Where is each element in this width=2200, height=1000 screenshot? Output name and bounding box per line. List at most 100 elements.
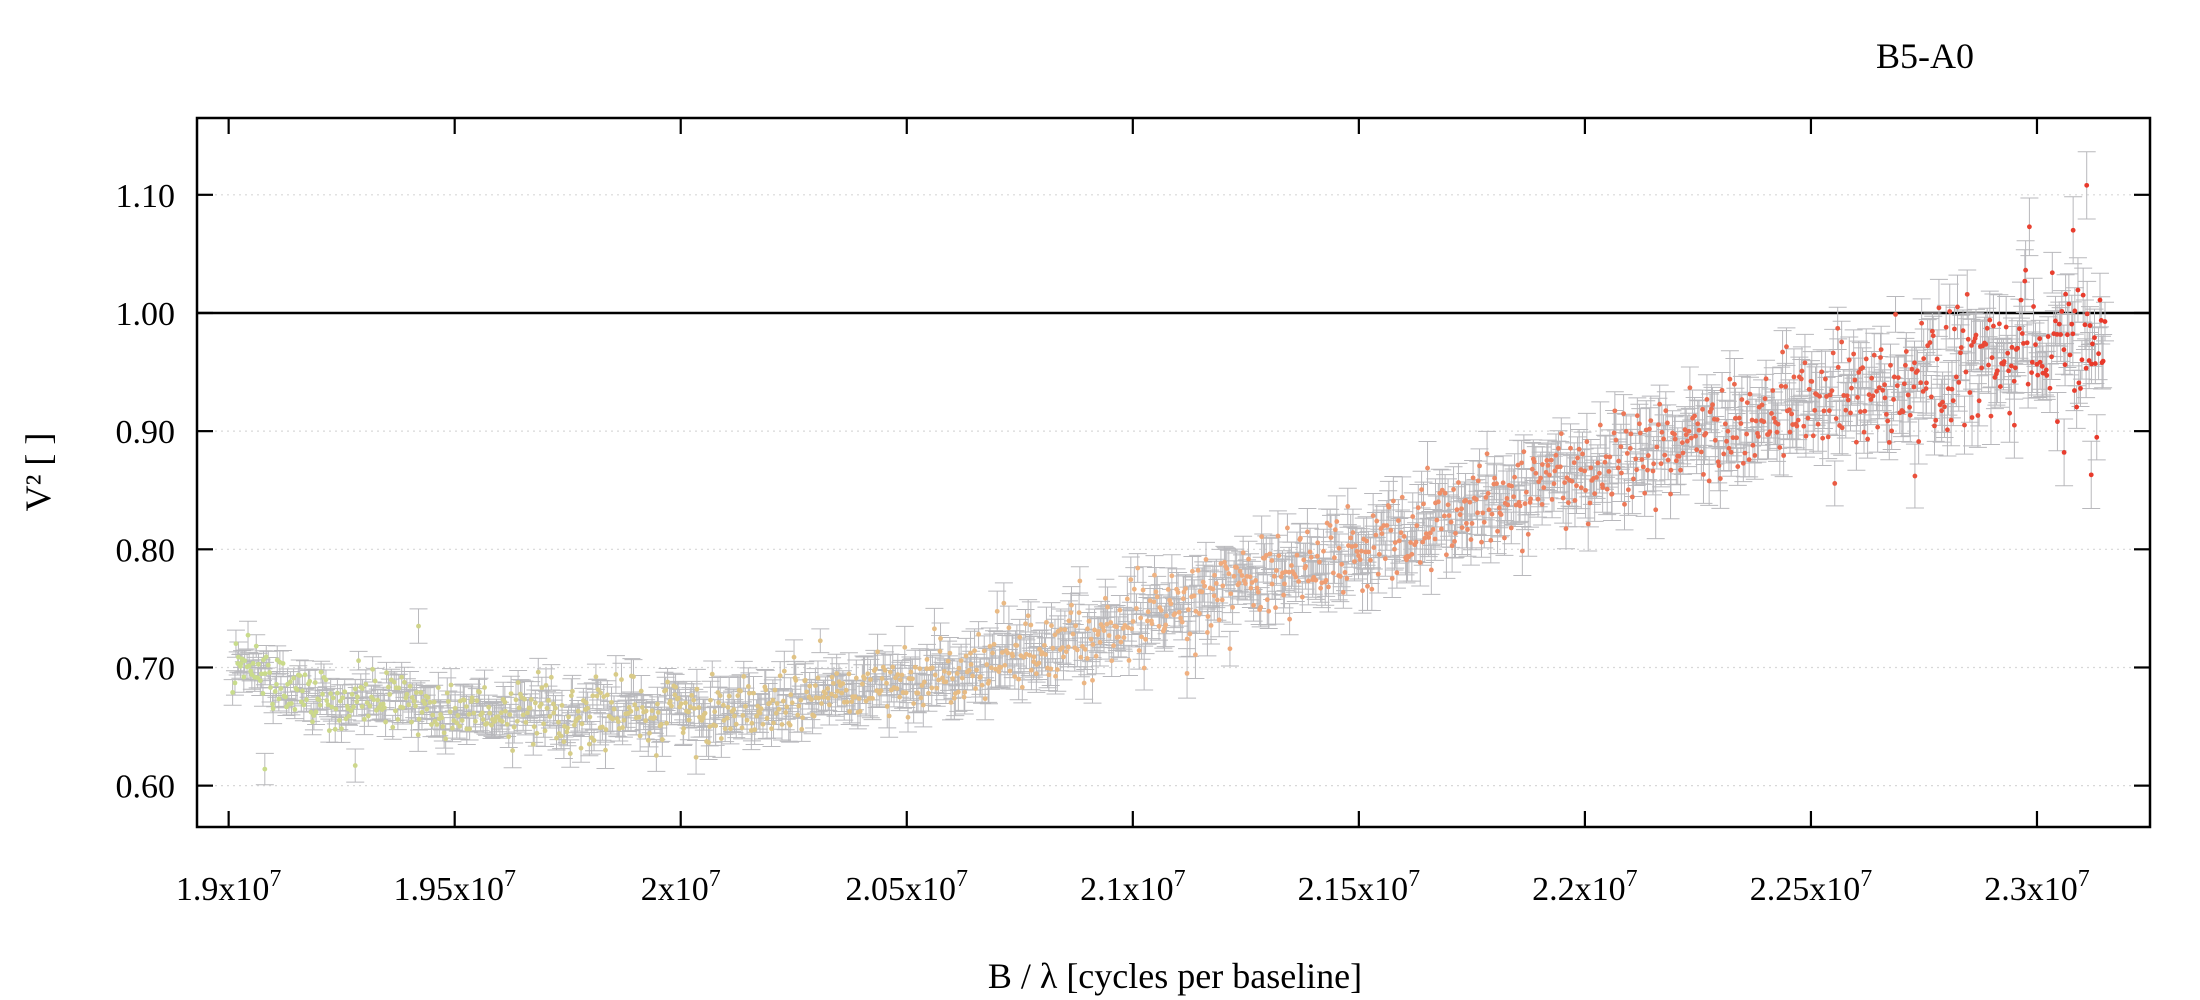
data-point (554, 735, 559, 741)
data-point (1833, 416, 1839, 421)
data-point (1902, 362, 1908, 368)
data-point (899, 672, 905, 678)
data-point (1473, 497, 1479, 502)
data-point (1621, 411, 1627, 417)
data-point (422, 701, 428, 706)
data-point (2029, 370, 2035, 375)
data-point (1824, 394, 1829, 399)
data-point (658, 721, 664, 727)
data-point (1880, 387, 1886, 393)
data-point (1353, 543, 1359, 549)
data-point (1168, 601, 1174, 607)
data-point (1991, 323, 1996, 329)
data-point (1138, 615, 1144, 621)
data-point (424, 706, 430, 712)
data-point (843, 687, 849, 693)
data-point (1336, 545, 1342, 551)
data-point (330, 695, 336, 701)
data-point (1911, 384, 1917, 390)
data-point (1278, 574, 1284, 580)
data-point (1438, 526, 1444, 532)
data-point (934, 685, 940, 691)
data-point (1230, 604, 1235, 610)
data-point (2024, 340, 2030, 346)
data-point (482, 685, 487, 690)
data-point (1106, 633, 1112, 638)
data-point (638, 688, 644, 694)
data-point (443, 736, 449, 742)
data-point (1425, 465, 1430, 471)
data-point (1511, 494, 1517, 500)
data-point (1878, 355, 1883, 360)
data-point (1118, 639, 1124, 645)
data-point (816, 695, 822, 701)
data-point (1459, 525, 1465, 530)
data-point (551, 701, 556, 707)
data-point (1457, 512, 1463, 518)
data-point (1903, 349, 1909, 354)
data-point (1739, 397, 1745, 402)
data-point (1313, 577, 1319, 583)
data-point (979, 682, 985, 688)
data-point (1712, 437, 1718, 443)
data-point (1645, 453, 1651, 458)
data-point (720, 702, 726, 708)
data-point (1255, 589, 1261, 595)
data-point (1007, 668, 1013, 674)
data-point (1396, 538, 1402, 544)
data-point (467, 726, 473, 732)
data-point (575, 708, 581, 714)
data-point (2047, 385, 2053, 391)
data-point (332, 726, 338, 732)
data-point (1452, 539, 1457, 544)
data-point (1195, 567, 1201, 573)
data-point (1523, 489, 1529, 495)
data-point (1607, 454, 1613, 460)
data-point (793, 677, 799, 683)
data-point (1334, 519, 1340, 524)
data-point (1211, 593, 1217, 599)
data-point (236, 654, 241, 660)
data-point (1784, 344, 1789, 350)
data-point (325, 702, 331, 708)
data-point (1358, 548, 1364, 554)
data-point (1084, 655, 1090, 661)
data-point (691, 697, 697, 703)
data-point (1025, 613, 1031, 619)
data-point (1645, 467, 1650, 473)
data-point (609, 699, 614, 705)
data-point (1050, 645, 1056, 651)
data-point (1392, 540, 1398, 545)
data-point (1727, 376, 1733, 382)
data-point (919, 683, 925, 688)
data-point (873, 666, 878, 672)
data-point (686, 709, 691, 715)
data-point (1775, 421, 1781, 427)
data-point (1005, 650, 1011, 656)
data-point (709, 671, 715, 677)
data-point (335, 690, 340, 696)
data-point (929, 685, 935, 691)
data-point (1104, 621, 1110, 627)
data-point (384, 670, 389, 676)
data-point (1081, 680, 1087, 686)
data-point (1459, 506, 1464, 512)
data-point (1597, 422, 1603, 428)
data-point (733, 721, 739, 727)
data-point (1354, 549, 1360, 554)
data-point (1732, 381, 1737, 387)
data-point (659, 737, 665, 742)
data-point (1798, 376, 1804, 382)
data-point (1162, 626, 1167, 632)
data-point (262, 671, 268, 676)
data-point (324, 698, 330, 703)
data-point (1595, 460, 1601, 466)
data-point (1370, 513, 1376, 519)
data-point (1193, 608, 1199, 614)
data-point (2059, 308, 2065, 314)
data-point (611, 706, 617, 712)
data-point (936, 677, 941, 683)
data-point (751, 690, 756, 696)
data-point (2009, 344, 2015, 350)
data-point (1073, 623, 1079, 629)
